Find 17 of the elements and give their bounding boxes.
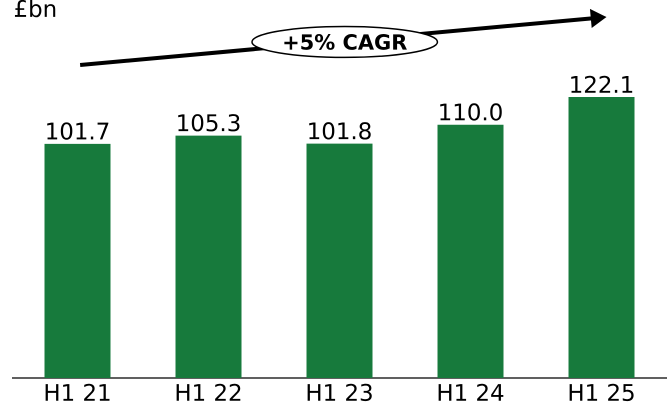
text: +5% CAGR: [284, 34, 407, 50]
x-tick-label: H1 24: [438, 384, 504, 401]
data-label: 101.8: [309, 122, 371, 140]
y-axis-title: £bn: [14, 0, 56, 18]
x-tick-label: H1 25: [570, 384, 634, 402]
bar: [306, 144, 373, 378]
data-label: 122.1: [571, 76, 632, 93]
data-label: 105.3: [178, 114, 240, 132]
data-label: 110.0: [440, 103, 502, 121]
x-tick-label: H1 22: [176, 384, 240, 401]
bar: [568, 96, 635, 378]
bar: [44, 144, 110, 378]
bar: [438, 124, 504, 378]
bar: [176, 136, 242, 378]
data-label: 101.7: [47, 122, 108, 140]
x-tick-label: H1 23: [308, 384, 372, 402]
x-tick-label: H1 21: [46, 384, 110, 401]
